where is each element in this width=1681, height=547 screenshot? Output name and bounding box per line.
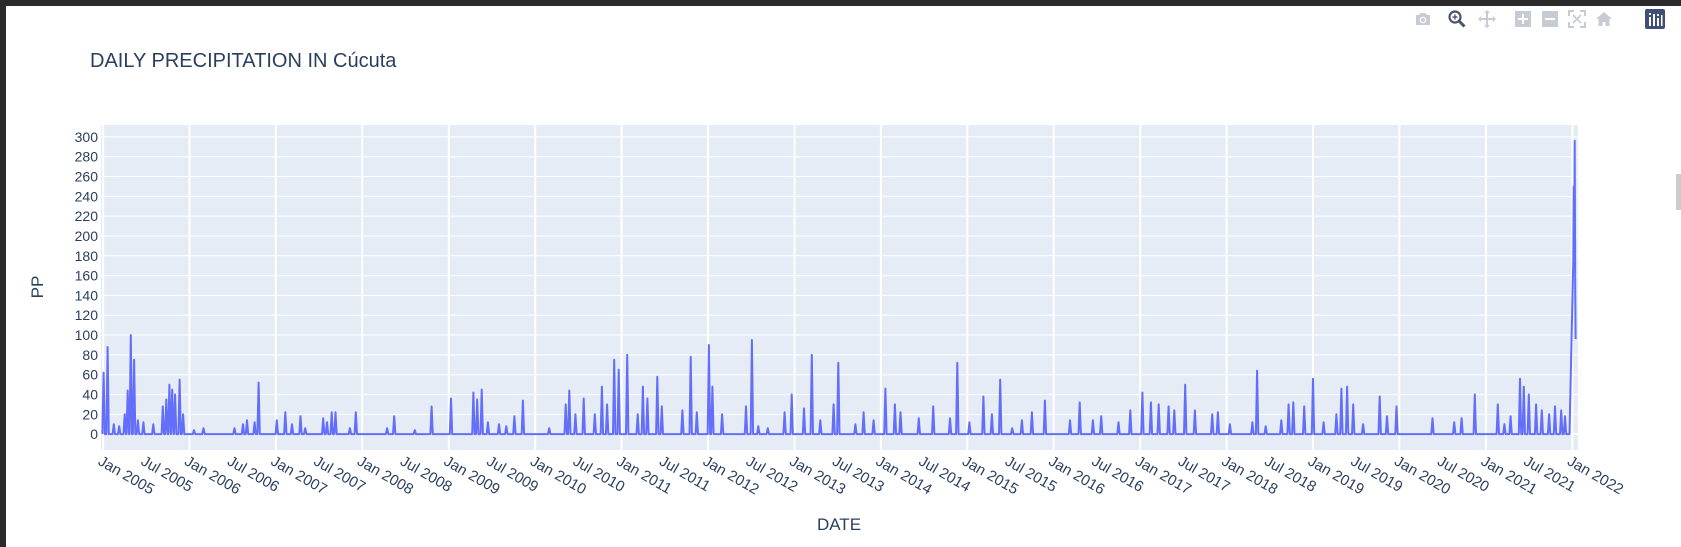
x-axis-title: DATE: [817, 515, 861, 534]
x-tick-label: Jan 2022: [1564, 453, 1626, 499]
zoom-in-icon[interactable]: [1512, 8, 1534, 30]
y-tick-label: 40: [82, 387, 98, 403]
plotly-logo-icon[interactable]: [1644, 8, 1666, 30]
y-tick-label: 160: [75, 268, 99, 284]
y-axis-title: PP: [28, 276, 47, 299]
y-tick-label: 200: [75, 228, 99, 244]
autoscale-icon[interactable]: [1566, 8, 1588, 30]
zoom-out-icon[interactable]: [1539, 8, 1561, 30]
series-group: [101, 139, 1577, 436]
resize-handle[interactable]: [1676, 174, 1681, 210]
pan-icon[interactable]: [1476, 8, 1498, 30]
y-tick-label: 120: [75, 307, 99, 323]
camera-icon[interactable]: [1412, 8, 1434, 30]
precipitation-series-line[interactable]: [101, 139, 1577, 436]
home-icon[interactable]: [1593, 8, 1615, 30]
y-tick-labels: 0 20 40 60 80 100 120 140 160 180 200 220 240 260 280 3…: [75, 129, 99, 442]
y-tick-label: 20: [82, 406, 98, 422]
y-tick-label: 180: [75, 248, 99, 264]
y-tick-label: 0: [90, 426, 98, 442]
y-tick-label: 220: [75, 208, 99, 224]
y-tick-label: 140: [75, 287, 99, 303]
y-tick-label: 280: [75, 149, 99, 165]
y-tick-label: 100: [75, 327, 99, 343]
y-tick-label: 240: [75, 188, 99, 204]
y-tick-label: 80: [82, 347, 98, 363]
chart-title: DAILY PRECIPITATION IN Cúcuta: [90, 50, 397, 72]
y-tick-label: 60: [82, 367, 98, 383]
modebar: [1405, 8, 1675, 32]
y-tick-label: 300: [75, 129, 99, 145]
y-tick-label: 260: [75, 169, 99, 185]
zoom-icon[interactable]: [1446, 8, 1468, 30]
